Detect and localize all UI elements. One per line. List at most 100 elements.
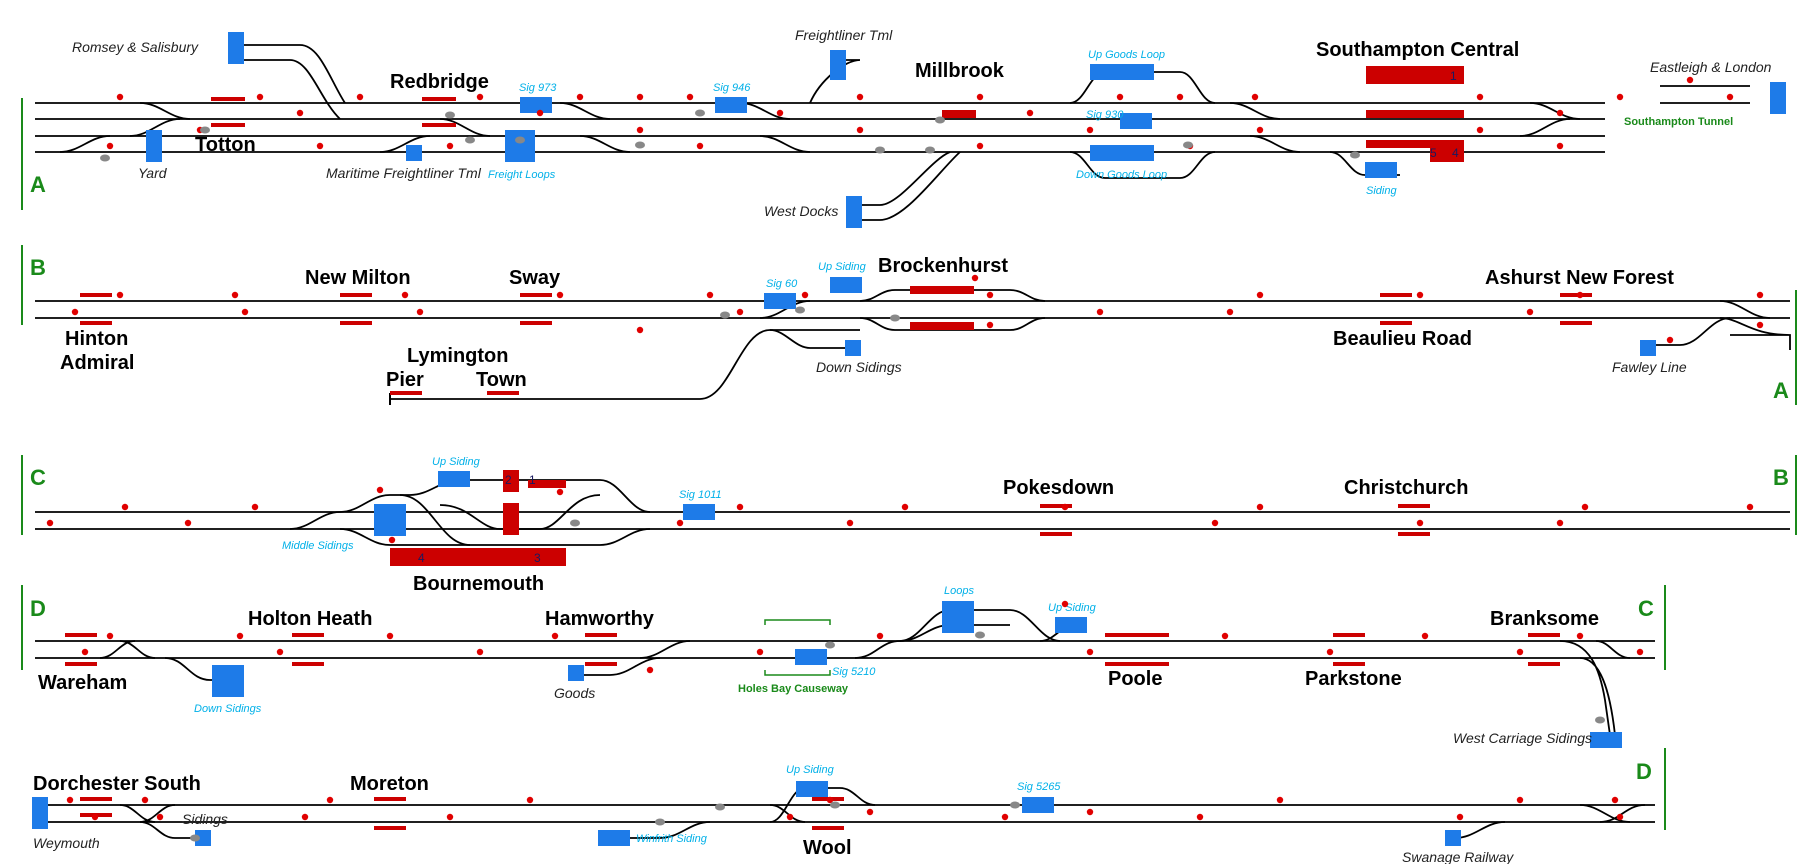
section-e: D Dorchester South Moreton Wool Weymouth… (32, 748, 1666, 864)
signal-lamp (1666, 336, 1674, 344)
middle-sidings-block (374, 504, 406, 536)
platform-wool-down (812, 826, 844, 830)
points-marker (465, 136, 475, 144)
up-goods-loop-label: Up Goods Loop (1088, 49, 1165, 61)
signal-lamp (256, 93, 264, 101)
station-redbridge: Redbridge (390, 71, 489, 93)
signal-lamp (1326, 648, 1334, 656)
station-dorchester-south: Dorchester South (33, 773, 201, 795)
section-b-label: B (30, 255, 46, 280)
freightliner-label: Freightliner Tml (795, 27, 893, 43)
points-marker (875, 146, 885, 154)
station-hinton-1: Hinton (65, 328, 128, 350)
signal-lamp (1746, 503, 1754, 511)
down-goods-loop-block (1090, 145, 1154, 161)
station-bournemouth: Bournemouth (413, 573, 544, 595)
platform-parkstone-up (1333, 633, 1365, 637)
signal-lamp (141, 796, 149, 804)
points-marker (935, 116, 945, 124)
signal-lamp (736, 503, 744, 511)
down-sidings-d-label: Down Sidings (194, 703, 262, 715)
station-christchurch: Christchurch (1344, 477, 1468, 499)
platform-lymington-town (487, 391, 519, 395)
platform-sc-3 (1366, 140, 1464, 148)
points-marker (1010, 801, 1020, 809)
section-b: B A Hinton (21, 245, 1797, 405)
points-marker (635, 141, 645, 149)
signal-lamp (1256, 291, 1264, 299)
sidings-e-label: Sidings (182, 811, 228, 827)
signal-lamp (356, 93, 364, 101)
signal-lamp (388, 536, 396, 544)
signal-lamp (676, 519, 684, 527)
platform-wareham-up (65, 633, 97, 637)
signal-lamp (66, 796, 74, 804)
maritime-label: Maritime Freightliner Tml (326, 165, 482, 181)
points-marker (655, 818, 665, 826)
platform-dorchester-up (80, 797, 112, 801)
signal-lamp (1576, 632, 1584, 640)
eastleigh-block (1770, 82, 1786, 114)
signal-lamp (46, 519, 54, 527)
points-marker (570, 519, 580, 527)
station-sway: Sway (509, 267, 561, 289)
sc-platform-1-number: 1 (1450, 69, 1457, 83)
signal-lamp (1756, 291, 1764, 299)
station-totton: Totton (195, 134, 256, 156)
southampton-tunnel-label: Southampton Tunnel (1624, 116, 1733, 128)
points-marker (715, 803, 725, 811)
signal-lamp (1251, 93, 1259, 101)
signal-lamp (1416, 519, 1424, 527)
signal-lamp (1061, 600, 1069, 608)
signal-lamp (1086, 648, 1094, 656)
platform-beaulieu-up (1380, 293, 1412, 297)
signal-lamp (106, 142, 114, 150)
station-lymington-pier: Pier (386, 369, 424, 391)
platform-sc-4 (1430, 140, 1464, 162)
points-marker (515, 136, 525, 144)
points-marker (825, 641, 835, 649)
platform-moreton-up (374, 797, 406, 801)
down-sidings-b-block (845, 340, 861, 356)
up-siding-b-block (830, 277, 862, 293)
goods-label: Goods (554, 685, 595, 701)
signal-lamp (1516, 796, 1524, 804)
up-siding-c-label: Up Siding (432, 456, 481, 468)
platform-bm-2 (503, 470, 519, 492)
signal-lamp (1611, 796, 1619, 804)
siding-a-label: Siding (1366, 185, 1397, 197)
dorchester-crossovers (119, 804, 176, 823)
signal-lamp (736, 308, 744, 316)
sc-platform-4-number: 4 (1452, 146, 1459, 160)
points-marker (695, 109, 705, 117)
siding-a-block (1365, 162, 1397, 178)
platform-sway-up (520, 293, 552, 297)
signal-lamp (1576, 291, 1584, 299)
bm-platform-4-number: 4 (418, 551, 425, 565)
signal-lamp (636, 126, 644, 134)
branksome-crossover (1595, 640, 1631, 659)
signal-lamp (1616, 93, 1624, 101)
signal-lamp (416, 308, 424, 316)
signal-lamp (1756, 321, 1764, 329)
signal-lamp (1001, 813, 1009, 821)
signal-lamp (801, 291, 809, 299)
down-goods-loop-label: Down Goods Loop (1076, 169, 1167, 181)
signal-lamp (231, 291, 239, 299)
section-a-label: A (30, 172, 46, 197)
section-d-end-label: D (1636, 759, 1652, 784)
section-c-end-label: C (1638, 596, 1654, 621)
platform-sc-1 (1366, 66, 1464, 84)
up-siding-poole-label: Up Siding (1048, 602, 1097, 614)
signal-lamp (81, 648, 89, 656)
down-sidings-d-track (164, 657, 225, 681)
station-poole: Poole (1108, 668, 1162, 690)
west-docks-branch (860, 151, 961, 221)
signal-lamp (576, 93, 584, 101)
west-carriage-block (1590, 732, 1622, 748)
signal-lamp (1616, 813, 1624, 821)
signal-lamp (1226, 308, 1234, 316)
signal-lamp (1116, 93, 1124, 101)
section-a-end-label: A (1773, 378, 1789, 403)
